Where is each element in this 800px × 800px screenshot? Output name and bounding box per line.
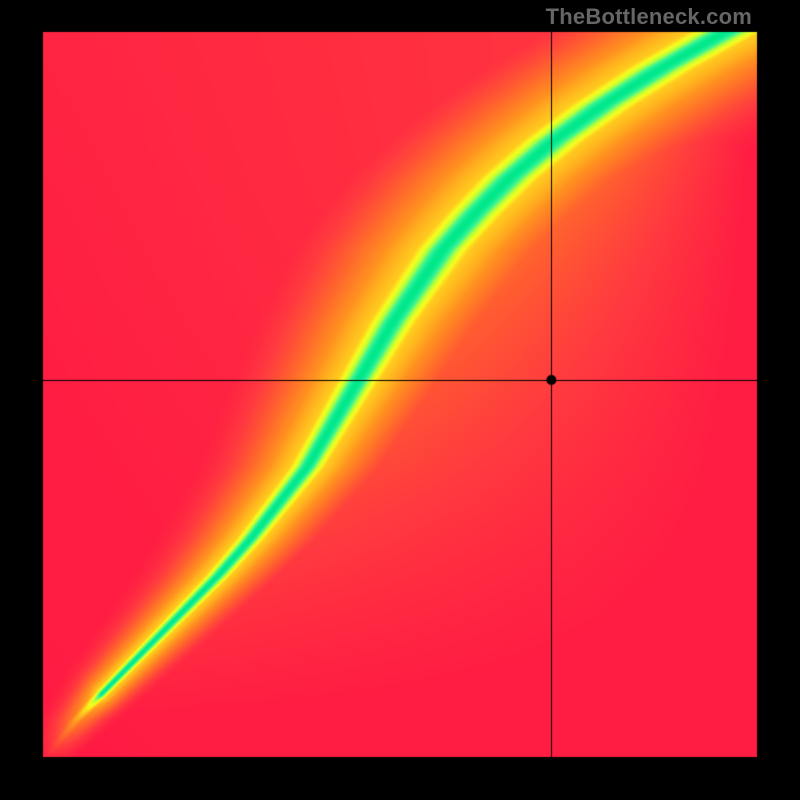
chart-container: TheBottleneck.com [0,0,800,800]
watermark-text: TheBottleneck.com [546,4,752,30]
bottleneck-heatmap [0,0,800,800]
